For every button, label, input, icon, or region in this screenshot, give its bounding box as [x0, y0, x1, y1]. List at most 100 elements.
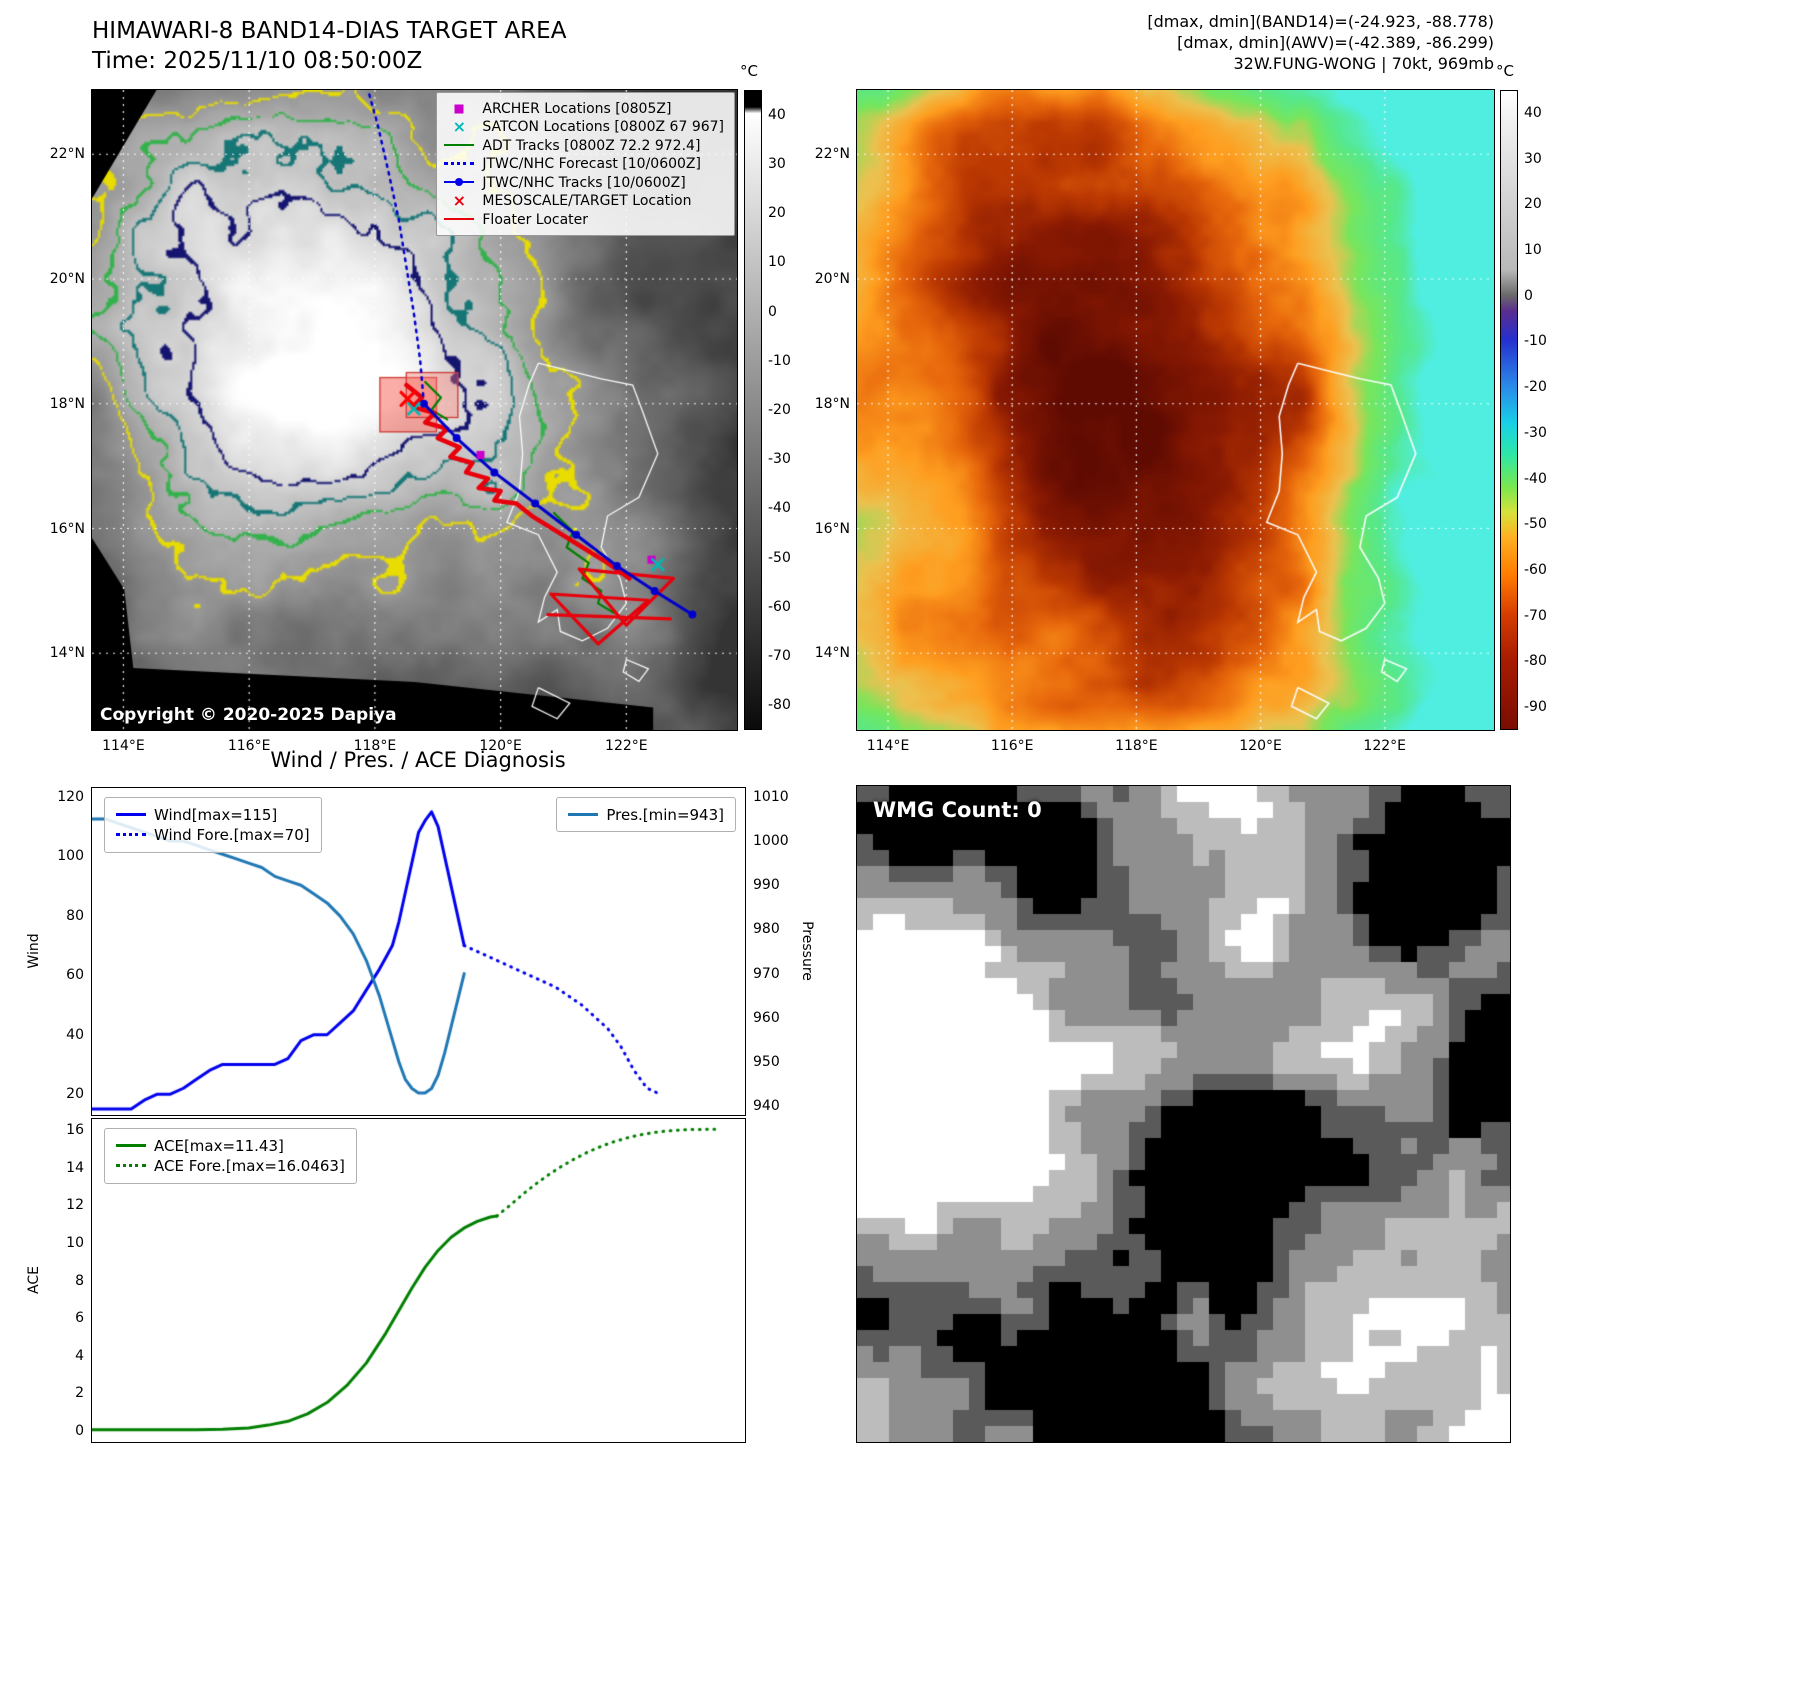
pressure-tick-label: 990 — [753, 877, 780, 894]
legend-item: Pres.[min=943] — [568, 806, 724, 824]
ace-tick-label: 12 — [66, 1197, 84, 1214]
band14-colorbar-tick: -60 — [768, 598, 791, 615]
legend-item: × SATCON Locations [0800Z 67 967] — [444, 117, 724, 136]
pressure-tick-label: 1010 — [753, 788, 789, 805]
awv-colorbar-tick: -80 — [1524, 653, 1547, 670]
ace-chart: ACE[max=11.43] ACE Fore.[max=16.0463] — [91, 1118, 746, 1443]
lon-tick-label: 116°E — [227, 738, 271, 754]
awv-header-line-2: [dmax, dmin](AWV)=(-42.389, -86.299) — [1177, 33, 1494, 52]
ace-tick-label: 14 — [66, 1159, 84, 1176]
wind-pressure-chart: Wind[max=115] Wind Fore.[max=70] Pres.[mi… — [91, 787, 746, 1116]
awv-colorbar-tick: -10 — [1524, 333, 1547, 350]
band14-colorbar-unit: °C — [740, 62, 758, 80]
lat-tick-label: 18°N — [49, 395, 85, 412]
awv-colorbar-tick: -30 — [1524, 424, 1547, 441]
legend-label: ACE Fore.[max=16.0463] — [154, 1157, 345, 1175]
legend-label: Pres.[min=943] — [606, 805, 724, 824]
awv-colorbar-tick: -50 — [1524, 516, 1547, 533]
legend-item: × MESOSCALE/TARGET Location — [444, 191, 724, 210]
awv-header-line-1: [dmax, dmin](BAND14)=(-24.923, -88.778) — [1147, 12, 1494, 31]
band14-map: ARCHER Locations [0805Z] × SATCON Location… — [91, 89, 738, 731]
wind-axis-label: Wind — [26, 933, 42, 969]
legend-item: Wind Fore.[max=70] — [116, 826, 310, 844]
awv-colorbar-tick: -20 — [1524, 379, 1547, 396]
pressure-axis-label: Pressure — [799, 921, 815, 981]
dotted-marker-icon — [444, 157, 475, 171]
pressure-tick-label: 1000 — [753, 833, 789, 850]
lat-tick-label: 18°N — [814, 395, 850, 412]
lon-tick-label: 118°E — [353, 738, 397, 754]
lon-tick-label: 114°E — [102, 738, 145, 754]
lon-tick-label: 122°E — [1363, 738, 1407, 754]
awv-colorbar-tick: 40 — [1524, 104, 1542, 121]
diagnosis-title: Wind / Pres. / ACE Diagnosis — [270, 748, 566, 772]
lon-tick-label: 122°E — [605, 738, 648, 754]
wmg-panel: WMG Count: 0 — [856, 785, 1511, 1443]
band14-colorbar-tick: 10 — [768, 254, 786, 271]
awv-colorbar-tick: -60 — [1524, 562, 1547, 578]
band14-colorbar-tick: 40 — [768, 106, 786, 123]
band14-colorbar-tick: -20 — [768, 402, 791, 418]
band14-legend: ARCHER Locations [0805Z] × SATCON Location… — [436, 92, 735, 236]
band14-colorbar-tick: 0 — [768, 303, 777, 320]
pressure-tick-label: 970 — [753, 965, 780, 982]
lon-tick-label: 120°E — [479, 738, 522, 754]
legend-label: MESOSCALE/TARGET Location — [482, 193, 692, 209]
lon-tick-label: 114°E — [866, 738, 910, 754]
legend-label: ARCHER Locations [0805Z] — [482, 100, 672, 117]
line-marker-icon — [444, 213, 475, 227]
ace-tick-label: 16 — [66, 1122, 84, 1139]
legend-item: Wind[max=115] — [116, 806, 310, 824]
line-icon — [568, 808, 599, 822]
copyright-text: Copyright © 2020-2025 Dapiya — [100, 705, 397, 725]
ace-tick-label: 0 — [75, 1422, 84, 1439]
awv-colorbar-tick: 0 — [1524, 287, 1533, 304]
legend-item: JTWC/NHC Forecast [10/0600Z] — [444, 156, 724, 172]
legend-item: JTWC/NHC Tracks [10/0600Z] — [444, 175, 724, 191]
band14-colorbar-tick: -40 — [768, 500, 791, 517]
band14-colorbar-tick: 20 — [768, 205, 786, 222]
legend-label: SATCON Locations [0800Z 67 967] — [482, 119, 724, 135]
x-marker-icon: × — [452, 191, 467, 210]
awv-colorbar-tick: -90 — [1524, 699, 1547, 716]
ace-tick-label: 6 — [75, 1310, 84, 1327]
ace-legend: ACE[max=11.43] ACE Fore.[max=16.0463] — [104, 1128, 357, 1184]
dotted-line-icon — [116, 828, 146, 842]
wind-tick-label: 100 — [57, 848, 84, 865]
awv-colorbar — [1500, 90, 1518, 730]
wmg-count-label: WMG Count: 0 — [873, 798, 1042, 822]
band14-colorbar-tick: -80 — [768, 697, 791, 714]
line-marker-icon — [444, 139, 475, 153]
ace-tick-label: 8 — [75, 1272, 84, 1289]
band14-colorbar-tick: -10 — [768, 352, 791, 369]
legend-label: Wind[max=115] — [154, 805, 278, 824]
wind-tick-label: 120 — [57, 788, 84, 805]
x-marker-icon: × — [452, 117, 467, 136]
band14-colorbar — [744, 90, 762, 730]
ace-tick-label: 4 — [75, 1347, 84, 1364]
ace-tick-label: 2 — [75, 1385, 84, 1402]
pressure-tick-label: 940 — [753, 1098, 780, 1115]
lat-tick-label: 22°N — [814, 146, 850, 163]
legend-label: ADT Tracks [0800Z 72.2 972.4] — [482, 137, 701, 154]
lat-tick-label: 14°N — [814, 645, 850, 662]
awv-satellite-canvas — [857, 90, 1494, 730]
lat-tick-label: 16°N — [49, 520, 85, 537]
awv-colorbar-unit: °C — [1496, 62, 1514, 80]
wind-tick-label: 20 — [66, 1086, 84, 1103]
lon-tick-label: 120°E — [1239, 738, 1282, 754]
legend-item: ACE[max=11.43] — [116, 1137, 345, 1155]
line-dot-marker-icon — [444, 176, 475, 190]
ace-axis-label: ACE — [26, 1266, 42, 1294]
legend-item: Floater Locater — [444, 212, 724, 228]
wind-tick-label: 60 — [66, 967, 84, 984]
legend-label: JTWC/NHC Tracks [10/0600Z] — [482, 174, 686, 191]
awv-header-line-3: 32W.FUNG-WONG | 70kt, 969mb — [1233, 54, 1494, 73]
line-icon — [116, 1139, 146, 1153]
awv-colorbar-tick: -40 — [1524, 470, 1547, 487]
lon-tick-label: 116°E — [990, 738, 1034, 754]
ace-tick-label: 10 — [66, 1234, 84, 1251]
lat-tick-label: 20°N — [814, 271, 850, 287]
band14-colorbar-tick: -30 — [768, 451, 791, 468]
